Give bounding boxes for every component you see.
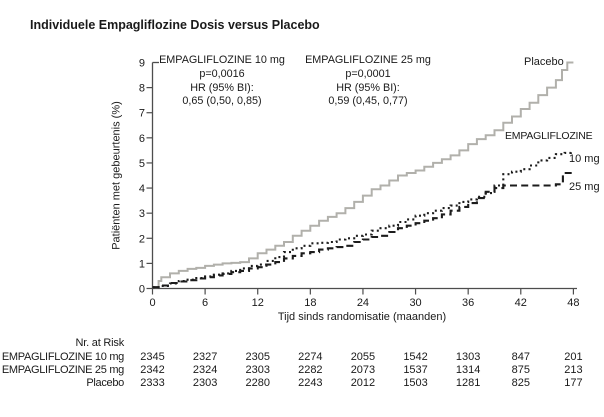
y-tick-label: 1: [139, 258, 145, 270]
risk-value: 2303: [192, 377, 218, 389]
risk-value: 2327: [192, 351, 218, 363]
y-tick-label: 8: [139, 83, 145, 95]
risk-value: 201: [564, 351, 583, 363]
x-tick-label: 18: [304, 297, 316, 309]
annotation-10mg-hr-label: HR (95% BI):: [190, 81, 254, 94]
x-tick-label: 30: [409, 297, 421, 309]
risk-value: 2305: [245, 351, 270, 363]
annotation-25mg-hr-label: HR (95% BI):: [336, 81, 400, 94]
risk-value: 2324: [192, 364, 218, 376]
annotation-25mg-hr-value: 0,59 (0,45, 0,77): [328, 95, 408, 108]
curve-empagliflozine-25-mg: [152, 171, 574, 289]
curve-empagliflozine-10-mg: [152, 151, 572, 289]
figure-title: Individuele Empagliflozine Dosis versus …: [30, 18, 320, 32]
risk-value: 213: [564, 364, 583, 376]
risk-value: 847: [511, 351, 530, 363]
risk-value: 2055: [350, 351, 376, 363]
curve-label-10mg: 10 mg: [569, 153, 600, 165]
risk-value: 1281: [455, 377, 481, 389]
y-tick-label: 2: [139, 233, 145, 245]
annotation-10mg-pvalue: p=0,0016: [199, 67, 245, 80]
x-tick-label: 42: [515, 297, 527, 309]
risk-table-header: Nr. at Risk: [75, 337, 124, 349]
risk-value: 2012: [350, 377, 376, 389]
x-tick-label: 48: [567, 297, 579, 309]
annotation-25mg-pvalue: p=0,0001: [345, 67, 391, 80]
annotation-25mg: EMPAGLIFLOZINE 25 mg p=0,0001 HR (95% BI…: [292, 54, 444, 109]
risk-value: 2303: [245, 364, 270, 376]
risk-value: 177: [564, 377, 583, 389]
risk-value: 2333: [140, 377, 165, 389]
y-tick-label: 7: [139, 108, 145, 120]
y-tick-label: 3: [139, 208, 145, 220]
risk-value: 2282: [298, 364, 323, 376]
risk-value: 1303: [455, 351, 481, 363]
annotation-10mg-name: EMPAGLIFLOZINE 10 mg: [159, 54, 285, 66]
x-tick-label: 24: [357, 297, 369, 309]
curve-label-25mg: 25 mg: [569, 181, 600, 193]
risk-value: 1537: [403, 364, 428, 376]
risk-value: 2243: [298, 377, 323, 389]
curve-label-empagliflozine: EMPAGLIFLOZINE: [505, 130, 593, 142]
risk-value: 2342: [140, 364, 165, 376]
risk-value: 2280: [245, 377, 270, 389]
risk-row-label: Placebo: [86, 377, 124, 389]
x-tick-label: 36: [462, 297, 474, 309]
x-axis-title: Tijd sinds randomisatie (maanden): [277, 311, 447, 323]
y-tick-label: 5: [139, 158, 145, 170]
risk-value: 1314: [455, 364, 481, 376]
annotation-10mg: EMPAGLIFLOZINE 10 mg p=0,0016 HR (95% BI…: [146, 54, 298, 109]
x-tick-label: 12: [252, 297, 264, 309]
curve-placebo: [152, 61, 574, 289]
risk-value: 2345: [140, 351, 165, 363]
curve-label-placebo: Placebo: [524, 56, 564, 68]
risk-value: 1503: [403, 377, 428, 389]
annotation-25mg-name: EMPAGLIFLOZINE 25 mg: [305, 54, 431, 66]
y-tick-label: 6: [139, 133, 145, 145]
x-tick-label: 6: [202, 297, 208, 309]
risk-row-label: EMPAGLIFLOZINE 25 mg: [1, 364, 124, 376]
y-tick-label: 9: [139, 58, 145, 70]
y-axis-title: Patiënten met gebeurtenis (%): [110, 101, 123, 250]
risk-value: 2073: [350, 364, 376, 376]
y-tick-label: 4: [139, 183, 145, 195]
risk-row-label: EMPAGLIFLOZINE 10 mg: [1, 351, 124, 363]
risk-value: 875: [511, 364, 530, 376]
y-tick-label: 0: [139, 284, 145, 296]
risk-value: 1542: [403, 351, 428, 363]
x-tick-label: 0: [149, 297, 155, 309]
annotation-10mg-hr-value: 0,65 (0,50, 0,85): [182, 95, 262, 108]
risk-value: 825: [511, 377, 530, 389]
risk-value: 2274: [298, 351, 323, 363]
